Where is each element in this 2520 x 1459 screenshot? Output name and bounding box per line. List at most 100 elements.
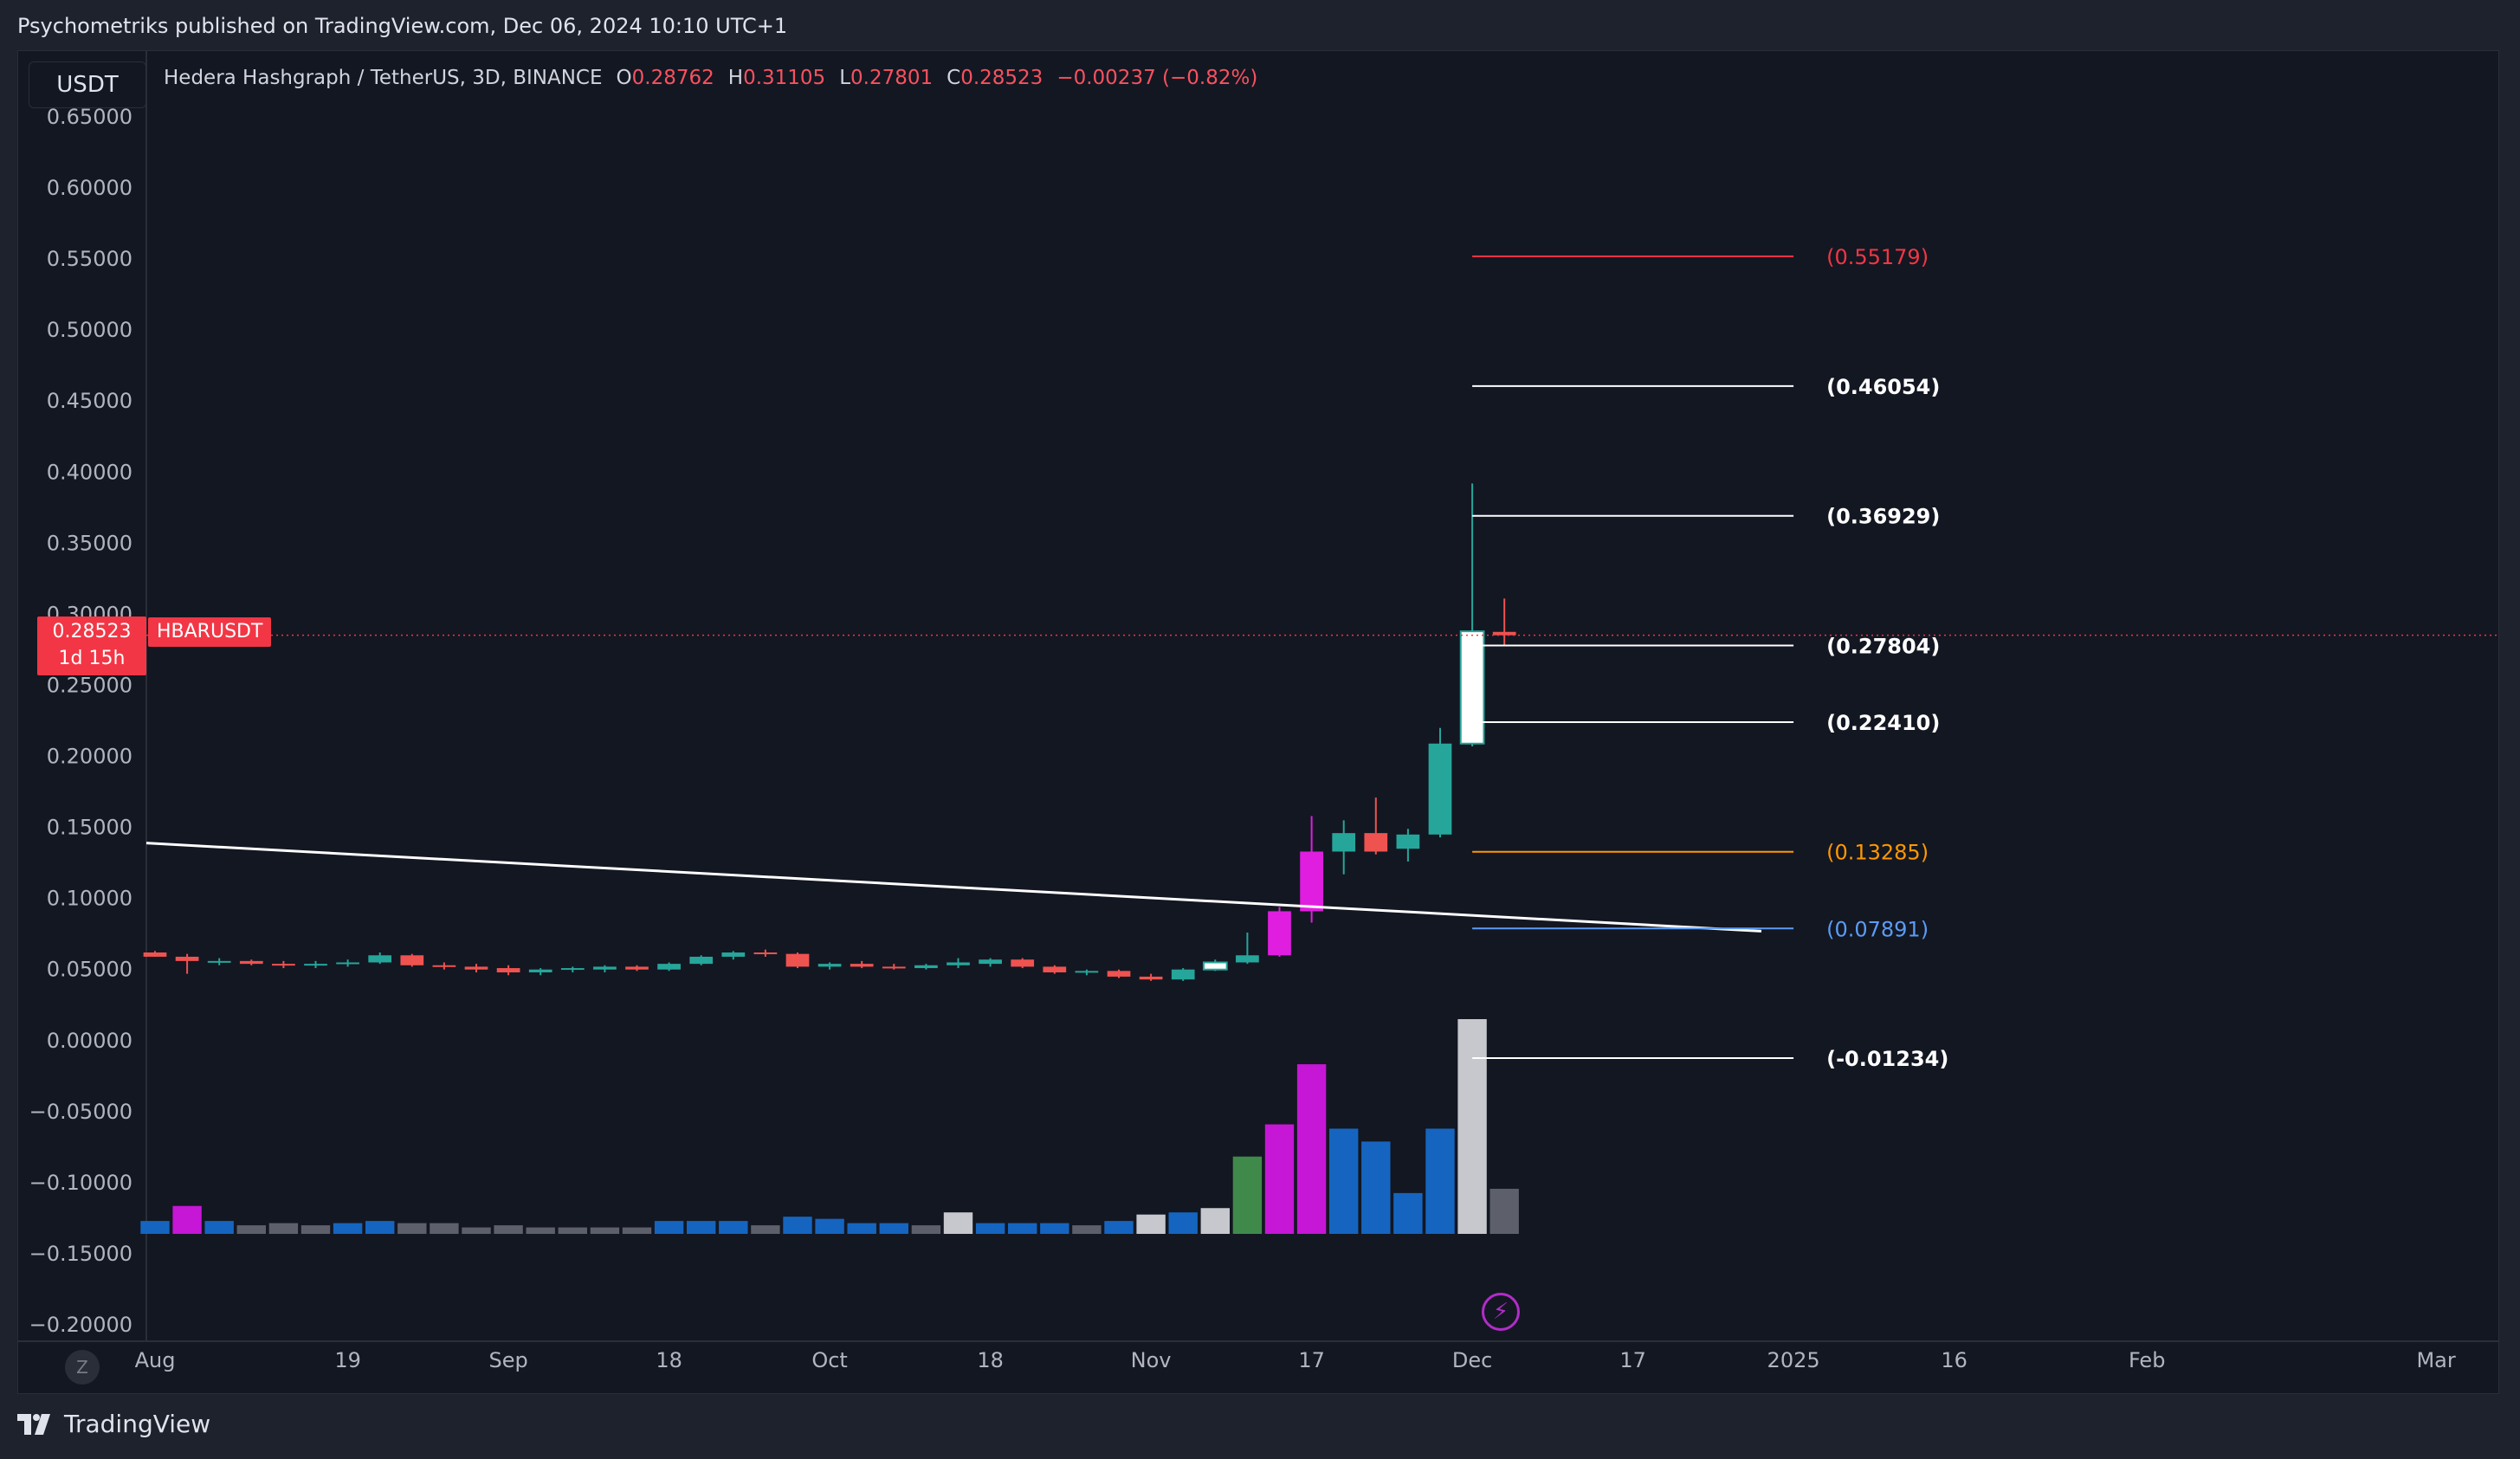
candle-body	[625, 966, 649, 970]
x-tick-label: Dec	[1452, 1348, 1492, 1372]
candle-body	[593, 966, 617, 970]
candle-body	[785, 953, 810, 967]
volume-bar	[236, 1225, 266, 1234]
chart-canvas[interactable]: 0.65000 0.60000 0.55000 0.50000 0.45000 0.400…	[18, 51, 2499, 1394]
currency-button[interactable]: USDT	[29, 61, 146, 108]
candle-body	[817, 964, 842, 967]
zoom-reset-icon[interactable]: Z	[65, 1350, 100, 1385]
y-tick-label: 0.20000	[47, 745, 132, 769]
legend-low-key: L	[839, 67, 851, 89]
x-tick-label: 17	[1619, 1348, 1646, 1372]
candle-body	[368, 955, 392, 963]
volume-bar	[1329, 1128, 1359, 1234]
candle-body	[143, 952, 167, 957]
volume-bar	[1361, 1141, 1391, 1234]
x-tick-label: Mar	[2416, 1348, 2455, 1372]
volume-bar	[1393, 1192, 1423, 1234]
volume-bar	[911, 1225, 941, 1234]
level-label: (-0.01234)	[1826, 1047, 1948, 1071]
footer-brand[interactable]: TradingView	[17, 1410, 210, 1438]
x-tick-label: Oct	[811, 1348, 848, 1372]
volume-bar	[1296, 1064, 1327, 1234]
candle-body	[721, 952, 746, 957]
candle-body	[1332, 833, 1356, 852]
legend-high-key: H	[727, 67, 744, 89]
candle-body	[914, 965, 938, 969]
x-tick-label: 2025	[1767, 1348, 1820, 1372]
legend-high-value: 0.31105	[743, 67, 826, 89]
candle-body	[1043, 966, 1067, 972]
candle-body	[336, 962, 359, 965]
last-price-value: 0.28523	[52, 621, 132, 642]
candle-body	[1364, 833, 1388, 852]
level-label: (0.27804)	[1826, 634, 1940, 658]
candle-body	[882, 966, 906, 969]
volume-bar	[751, 1225, 780, 1234]
x-tick-label: Feb	[2129, 1348, 2166, 1372]
y-tick-label: 0.60000	[47, 176, 132, 200]
volume-bar	[783, 1217, 812, 1234]
volume-bar	[1072, 1225, 1102, 1234]
volume-bar	[1232, 1156, 1263, 1234]
candle-body	[207, 960, 231, 963]
volume-bar	[268, 1223, 299, 1234]
volume-bar	[815, 1218, 844, 1234]
volume-bar	[719, 1221, 748, 1234]
level-label: (0.22410)	[1826, 711, 1940, 735]
candle-body	[1396, 834, 1420, 849]
candle-body	[272, 964, 295, 966]
volume-bar	[975, 1223, 1005, 1234]
chart-frame[interactable]: 0.65000 0.60000 0.55000 0.50000 0.45000 0.400…	[17, 50, 2499, 1394]
y-tick-label: −0.10000	[29, 1171, 132, 1195]
volume-bar	[172, 1205, 202, 1234]
volume-bar	[365, 1221, 395, 1234]
volume-bar	[1489, 1188, 1519, 1234]
y-tick-label: 0.55000	[47, 247, 132, 271]
y-tick-label: 0.45000	[47, 389, 132, 413]
chart-legend: Hedera Hashgraph / TetherUS, 3D, BINANCE…	[164, 67, 1257, 89]
candle-body	[175, 956, 199, 961]
bolt-icon[interactable]: ⚡	[1482, 1293, 1520, 1331]
volume-bar	[1457, 1019, 1487, 1234]
legend-change: −0.00237 (−0.82%)	[1056, 67, 1258, 89]
bar-countdown: 1d 15h	[58, 648, 126, 669]
legend-close-value: 0.28523	[960, 67, 1044, 89]
candle-body	[1107, 971, 1131, 977]
candle-body	[1428, 743, 1452, 835]
candle-body	[432, 965, 456, 967]
candle-body	[947, 962, 970, 965]
footer-brand-text: TradingView	[64, 1410, 211, 1438]
x-tick-label: Nov	[1131, 1348, 1172, 1372]
candle-body	[979, 959, 1002, 965]
candle-body	[304, 964, 327, 966]
x-tick-label: Sep	[488, 1348, 527, 1372]
volume-bar	[494, 1225, 523, 1234]
volume-bar	[1264, 1124, 1295, 1234]
candle-body	[1459, 630, 1485, 745]
volume-bar	[1104, 1221, 1134, 1234]
symbol-tag: HBARUSDT	[148, 617, 272, 647]
y-tick-label: −0.05000	[29, 1100, 132, 1124]
candle-body	[528, 969, 552, 972]
volume-bar	[654, 1221, 684, 1234]
legend-open-value: 0.28762	[631, 67, 714, 89]
x-tick-label: 18	[977, 1348, 1004, 1372]
volume-bar	[204, 1221, 234, 1234]
candle-body	[496, 968, 520, 972]
candle-body	[1236, 955, 1259, 963]
volume-bar	[879, 1223, 908, 1234]
candle-body	[1139, 976, 1163, 980]
level-label: (0.13285)	[1826, 841, 1929, 865]
y-tick-label: 0.15000	[47, 816, 132, 840]
y-tick-label: 0.25000	[47, 673, 132, 697]
volume-bar	[847, 1223, 876, 1234]
volume-bar	[1040, 1223, 1069, 1234]
candle-body	[239, 960, 263, 965]
volume-bar	[590, 1227, 620, 1234]
legend-symbol[interactable]: Hedera Hashgraph / TetherUS, 3D, BINANCE	[164, 67, 603, 89]
candle-body	[464, 966, 488, 970]
level-label: (0.55179)	[1826, 245, 1929, 269]
volume-bar	[140, 1221, 170, 1234]
volume-bar	[300, 1225, 331, 1234]
candle-body	[1492, 631, 1516, 636]
